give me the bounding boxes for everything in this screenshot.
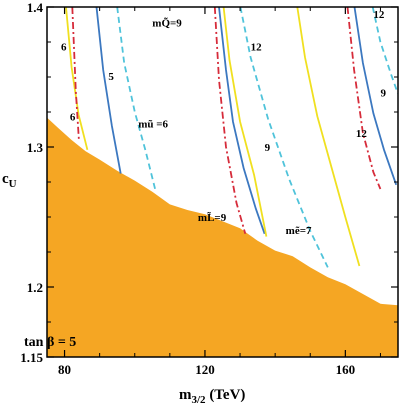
contour-line-yellow-11 (296, 7, 361, 267)
contour-annotation-9: mẽ=7 (286, 225, 312, 237)
contour-annotation-10: 12 (373, 9, 385, 21)
contour-annotation-2: 6 (70, 111, 76, 123)
contour-annotation-7: 9 (265, 142, 271, 154)
x-tick-label-3: 160 (336, 362, 356, 377)
contour-line-yellow-1 (65, 7, 89, 151)
excluded-region (47, 117, 398, 357)
contour-line-red-9 (346, 7, 382, 190)
contour-annotation-1: 6 (61, 41, 67, 53)
contour-line-yellow-7 (222, 7, 268, 237)
contour-line-cyan-8 (239, 7, 329, 268)
x-tick-label-2: 120 (195, 362, 215, 377)
contour-annotation-6: 12 (251, 41, 263, 53)
contour-lines-layer (65, 7, 398, 268)
y-tick-label-2: 1.2 (27, 280, 43, 295)
region-label: tan β = 5 (24, 335, 76, 350)
axis-ticks: 80 120 160 1.15 1.2 1.3 1.4 (20, 0, 398, 377)
x-axis-label: m3/2 (TeV) (179, 387, 245, 406)
contour-annotation-4: mQ̃=9 (152, 17, 182, 30)
y-tick-label-4: 1.4 (27, 0, 44, 15)
contour-annotation-12: 12 (356, 128, 368, 140)
contour-line-cyan-4 (116, 7, 157, 193)
contour-annotation-3: 5 (108, 71, 114, 83)
contour-line-red-2 (71, 7, 80, 141)
y-tick-label-1: 1.15 (20, 350, 43, 365)
y-axis-label: cU (2, 171, 17, 190)
contour-line-blue-3 (95, 7, 122, 174)
contour-annotation-11: 9 (380, 88, 386, 100)
contour-line-cyan-12 (371, 7, 398, 95)
contour-annotation-8: mL̃=9 (198, 211, 227, 224)
contour-line-blue-6 (218, 7, 266, 235)
annotations-layer: 6 6 5 mQ̃=9 mũ =6 12 9 mL̃=9 mẽ=7 12 9 12 (61, 9, 386, 237)
contour-line-red-5 (213, 7, 247, 235)
contour-annotation-5: mũ =6 (138, 118, 168, 130)
x-tick-label-1: 80 (58, 362, 71, 377)
y-tick-label-3: 1.3 (27, 140, 44, 155)
contour-line-blue-10 (353, 7, 398, 186)
excluded-region-layer (47, 117, 398, 357)
